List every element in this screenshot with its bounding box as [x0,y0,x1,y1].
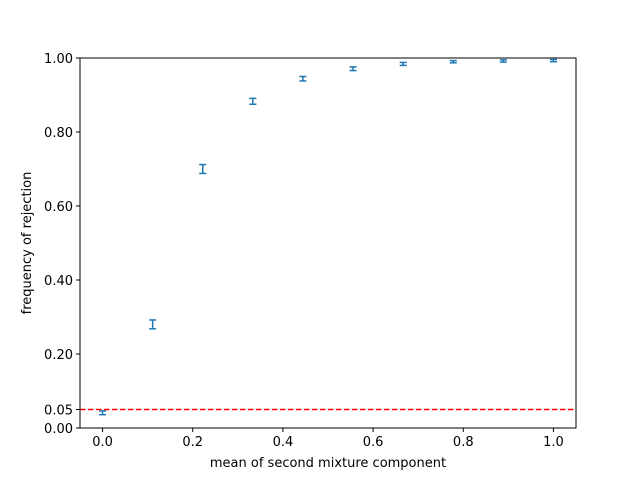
plot-area [80,58,576,428]
x-axis: 0.0 0.2 0.4 0.6 0.8 1.0 [92,428,564,450]
y-tick-label: 0.80 [44,126,73,141]
data-point [149,319,157,330]
x-tick-label: 0.4 [273,435,294,450]
x-tick-label: 0.8 [453,435,474,450]
x-axis-label: mean of second mixture component [210,456,446,471]
y-tick-label: 0.40 [44,274,73,289]
data-point [99,410,107,416]
data-point [399,61,407,67]
x-tick-label: 1.0 [543,435,564,450]
x-tick-label: 0.6 [363,435,384,450]
y-axis-label: frequency of rejection [20,172,35,315]
y-tick-label: 0.20 [44,348,73,363]
y-tick-label: 0.05 [44,404,73,419]
data-point [449,59,457,64]
y-axis: 0.00 0.05 0.20 0.40 0.60 0.80 1.00 [44,52,80,437]
x-tick-label: 0.2 [182,435,203,450]
y-tick-label: 1.00 [44,52,73,67]
data-point [299,75,307,82]
x-tick-label: 0.0 [92,435,113,450]
data-point [249,97,257,105]
y-tick-label: 0.00 [44,422,73,437]
y-tick-label: 0.60 [44,200,73,215]
plot-frame [79,57,577,429]
data-point [349,66,357,72]
data-point [549,58,557,63]
marks-layer [80,58,576,416]
data-point [199,163,207,175]
data-point [499,59,507,63]
